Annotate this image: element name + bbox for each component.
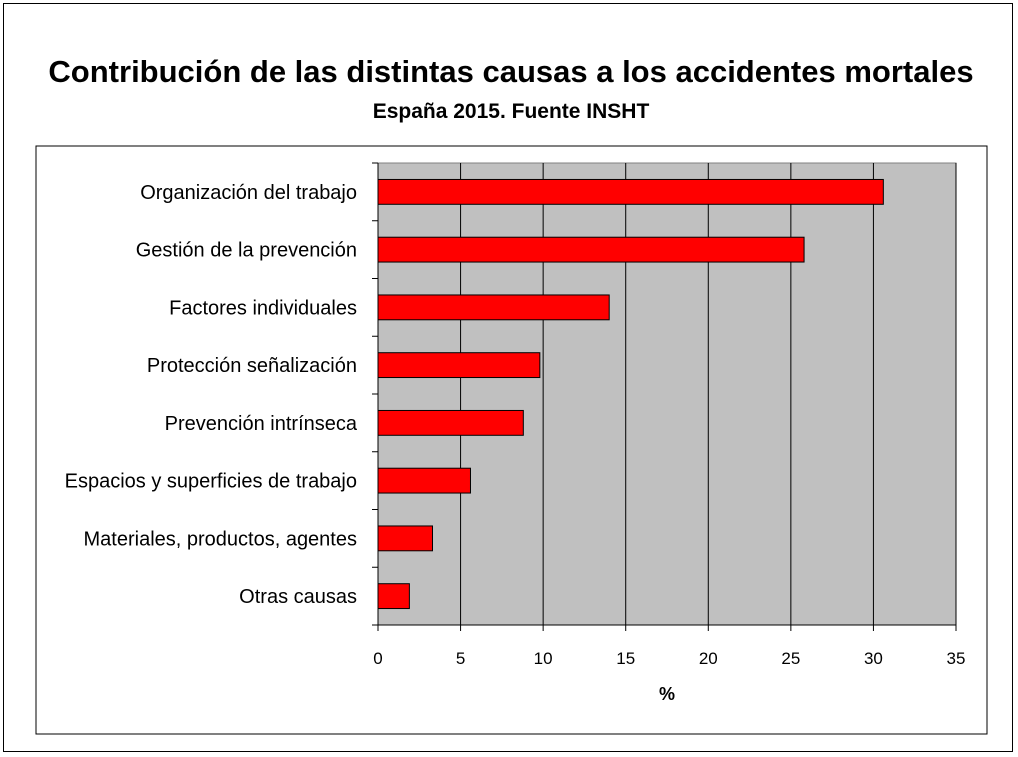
- bars: [377, 178, 884, 610]
- bar: [377, 294, 610, 321]
- bar: [377, 236, 805, 263]
- bar: [377, 409, 524, 436]
- x-axis-title: %: [659, 684, 675, 704]
- category-labels: Organización del trabajo Gestión de la pr…: [65, 182, 358, 608]
- x-tick-label: 25: [781, 649, 800, 668]
- chart-subtitle: España 2015. Fuente INSHT: [373, 100, 650, 123]
- x-tick-label: 10: [534, 649, 553, 668]
- x-tick-labels: 0 5 10 15 20 25 30 35: [373, 649, 965, 668]
- category-label: Organización del trabajo: [140, 182, 357, 204]
- category-label: Factores individuales: [169, 297, 357, 319]
- category-label: Otras causas: [239, 586, 357, 608]
- category-label: Espacios y superficies de trabajo: [65, 471, 357, 493]
- category-label: Materiales, productos, agentes: [84, 528, 358, 550]
- x-tick-label: 15: [616, 649, 635, 668]
- x-tick-label: 20: [699, 649, 718, 668]
- plot-area: [377, 162, 957, 626]
- bar: [377, 178, 884, 205]
- x-tick-label: 30: [864, 649, 883, 668]
- bar: [377, 352, 541, 379]
- axes: [372, 162, 957, 631]
- category-label: Gestión de la prevención: [136, 240, 357, 262]
- x-tick-label: 0: [373, 649, 382, 668]
- category-label: Prevención intrínseca: [165, 413, 358, 435]
- bar: [377, 583, 410, 610]
- category-label: Protección señalización: [147, 355, 357, 377]
- bar: [377, 467, 471, 494]
- bar: [377, 525, 433, 552]
- chart-title: Contribución de las distintas causas a l…: [48, 54, 973, 89]
- x-tick-label: 35: [947, 649, 966, 668]
- x-tick-label: 5: [456, 649, 465, 668]
